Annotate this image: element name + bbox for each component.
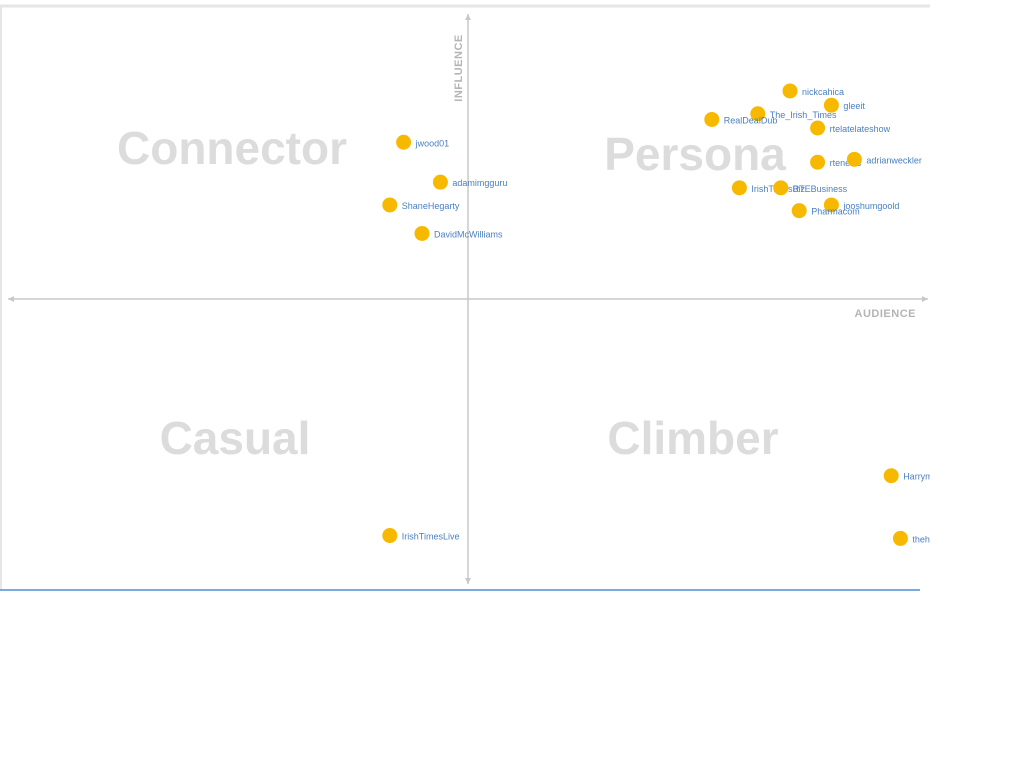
point-label: RTEBusiness <box>793 184 848 194</box>
point <box>892 530 908 546</box>
point <box>414 225 430 241</box>
point-label: Harrymcgee <box>903 472 952 482</box>
point-label: adrianweckler <box>866 155 922 165</box>
point <box>773 180 789 196</box>
point <box>731 180 747 196</box>
point <box>810 120 826 136</box>
quadrant-label: Connector <box>117 122 347 174</box>
point-label: DavidMcWilliams <box>434 229 503 239</box>
point <box>750 106 766 122</box>
point-label: rtelatelateshow <box>830 124 891 134</box>
y-axis-label: INFLUENCE <box>453 34 465 101</box>
point <box>791 203 807 219</box>
point-label: Pharmacom <box>811 207 860 217</box>
point-label: IrishTimesLive <box>402 532 460 542</box>
x-axis-label: AUDIENCE <box>855 308 916 320</box>
plot: Connector Persona Casual Climber AUDIENCE INF… <box>8 14 952 584</box>
point <box>382 197 398 213</box>
point <box>396 134 412 150</box>
point <box>382 528 398 544</box>
point-label: rtenews <box>830 158 862 168</box>
quadrant-label: Climber <box>607 412 778 464</box>
point <box>782 83 798 99</box>
point <box>810 154 826 170</box>
quadrant-label: Persona <box>604 128 786 180</box>
point <box>823 197 839 213</box>
point-label: adamimgguru <box>452 178 507 188</box>
point-label: jwood01 <box>415 138 450 148</box>
quadrant-label: Casual <box>160 412 311 464</box>
point-label: jooshumgoold <box>842 201 899 211</box>
point-label: RealDealDub <box>724 115 778 125</box>
point <box>704 111 720 127</box>
point-label: nickcahica <box>802 87 844 97</box>
point <box>846 151 862 167</box>
point <box>823 97 839 113</box>
point-label: theholida <box>912 534 949 544</box>
point <box>432 174 448 190</box>
point-label: ShaneHegarty <box>402 201 460 211</box>
point-label: gleeit <box>843 101 865 111</box>
point-label: The_Irish_Times <box>770 110 837 120</box>
point <box>883 468 899 484</box>
